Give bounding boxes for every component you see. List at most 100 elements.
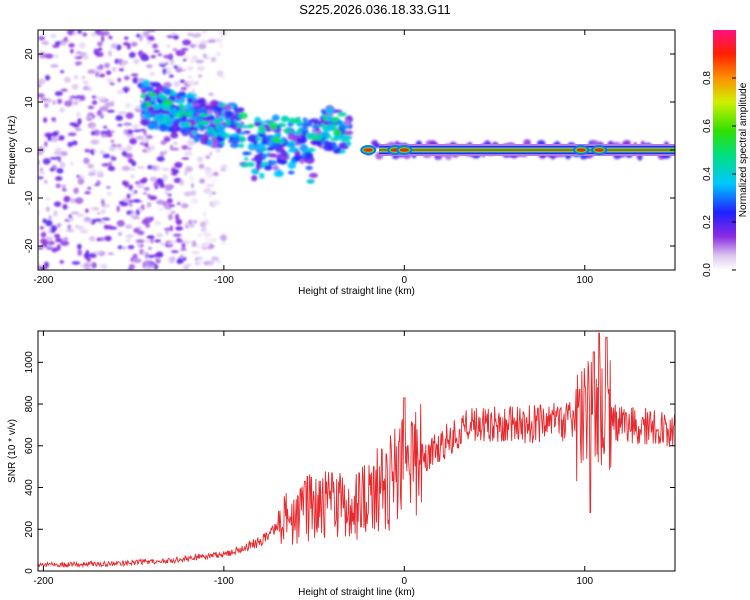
heatmap-cell bbox=[236, 127, 242, 134]
carrier-line-peak bbox=[576, 148, 586, 152]
heatmap-cell bbox=[122, 197, 129, 202]
heatmap-cell bbox=[217, 125, 226, 131]
heatmap-cell bbox=[149, 135, 153, 139]
heatmap-cell bbox=[99, 263, 108, 269]
heatmap-cell bbox=[103, 30, 110, 36]
heatmap-cell bbox=[132, 77, 139, 84]
heatmap-cell bbox=[57, 157, 62, 163]
heatmap-cell bbox=[103, 62, 111, 69]
heatmap-cell bbox=[175, 93, 186, 97]
heatmap-cell bbox=[84, 191, 91, 195]
heatmap-cell bbox=[299, 127, 309, 131]
heatmap-cell bbox=[170, 132, 179, 139]
heatmap-cell bbox=[189, 43, 197, 48]
y-tick-label: 800 bbox=[24, 395, 35, 412]
heatmap-cell bbox=[272, 136, 281, 143]
heatmap-cell bbox=[164, 227, 171, 231]
heatmap-cell bbox=[134, 190, 138, 194]
heatmap-cell bbox=[215, 106, 224, 112]
heatmap-cell bbox=[185, 128, 192, 134]
heatmap-cell bbox=[100, 130, 109, 134]
heatmap-cell bbox=[67, 224, 72, 230]
heatmap-cell bbox=[206, 131, 214, 137]
heatmap-cell bbox=[337, 112, 347, 117]
heatmap-cell bbox=[54, 147, 62, 153]
heatmap-cell bbox=[201, 241, 210, 249]
heatmap-cell bbox=[164, 190, 169, 196]
heatmap-cell bbox=[157, 178, 164, 186]
heatmap-cell bbox=[142, 192, 148, 195]
heatmap-cell bbox=[45, 197, 51, 201]
heatmap-cell bbox=[73, 74, 79, 80]
heatmap-cell bbox=[159, 208, 163, 211]
heatmap-cell bbox=[207, 260, 214, 265]
heatmap-cell bbox=[63, 76, 71, 83]
heatmap-cell bbox=[81, 75, 86, 79]
heatmap-cell bbox=[371, 140, 376, 146]
heatmap-cell bbox=[49, 136, 59, 143]
heatmap-cell bbox=[186, 111, 194, 118]
heatmap-cell bbox=[344, 119, 351, 126]
heatmap-cell bbox=[153, 253, 161, 257]
heatmap-cell bbox=[143, 267, 152, 270]
heatmap-cell bbox=[158, 123, 168, 132]
heatmap-cell bbox=[208, 115, 215, 121]
heatmap-cell bbox=[98, 221, 106, 224]
x-axis-label: Height of straight line (km) bbox=[298, 587, 415, 598]
heatmap-cell bbox=[254, 121, 262, 127]
heatmap-cell bbox=[191, 88, 196, 94]
heatmap-cell bbox=[56, 244, 61, 251]
heatmap-cell bbox=[155, 233, 163, 238]
heatmap-cell bbox=[63, 195, 71, 203]
heatmap-cell bbox=[142, 30, 150, 37]
heatmap-cell bbox=[172, 48, 177, 52]
heatmap-cell bbox=[266, 153, 278, 157]
carrier-line-peak bbox=[363, 148, 373, 152]
heatmap-cell bbox=[106, 132, 113, 138]
heatmap-cell bbox=[346, 141, 352, 147]
heatmap-cell bbox=[310, 118, 316, 123]
heatmap-cell bbox=[170, 210, 176, 215]
heatmap-cell bbox=[220, 75, 226, 80]
heatmap-cell bbox=[132, 253, 138, 260]
heatmap-cell bbox=[76, 111, 81, 118]
heatmap-cell bbox=[197, 233, 203, 237]
heatmap-cell bbox=[67, 141, 73, 148]
heatmap-cell bbox=[184, 166, 193, 172]
heatmap-cell bbox=[125, 103, 132, 108]
heatmap-cell bbox=[117, 245, 123, 250]
heatmap-cell bbox=[83, 55, 89, 61]
heatmap-cell bbox=[261, 139, 269, 146]
y-tick-label: 1000 bbox=[24, 351, 35, 374]
heatmap-cell bbox=[159, 151, 165, 158]
heatmap-cell bbox=[118, 68, 125, 72]
heatmap-cell bbox=[73, 53, 78, 57]
heatmap-cell bbox=[39, 238, 48, 244]
heatmap-cell bbox=[163, 116, 170, 123]
heatmap-cell bbox=[163, 136, 171, 142]
heatmap-cell bbox=[38, 176, 44, 180]
heatmap-cell bbox=[191, 240, 197, 247]
heatmap-cell bbox=[180, 87, 188, 91]
heatmap-cell bbox=[147, 39, 152, 45]
heatmap-cell bbox=[136, 183, 144, 189]
heatmap-cell bbox=[302, 122, 311, 128]
heatmap-cell bbox=[56, 223, 62, 228]
heatmap-cell bbox=[179, 179, 184, 186]
heatmap-cell bbox=[151, 165, 157, 171]
heatmap-cell bbox=[82, 32, 88, 37]
heatmap-cell bbox=[83, 262, 91, 269]
heatmap-cell bbox=[176, 126, 181, 132]
heatmap-cell bbox=[191, 182, 195, 189]
heatmap-cell bbox=[122, 41, 130, 46]
heatmap-cell bbox=[79, 228, 89, 234]
heatmap-cell bbox=[142, 137, 147, 144]
heatmap-cell bbox=[51, 117, 56, 121]
heatmap-cell bbox=[191, 55, 199, 61]
heatmap-cell bbox=[186, 139, 195, 147]
heatmap-cell bbox=[273, 142, 280, 147]
heatmap-cell bbox=[142, 263, 147, 269]
heatmap-cell bbox=[50, 33, 57, 39]
heatmap-cell bbox=[304, 151, 314, 160]
heatmap-cell bbox=[124, 224, 133, 230]
